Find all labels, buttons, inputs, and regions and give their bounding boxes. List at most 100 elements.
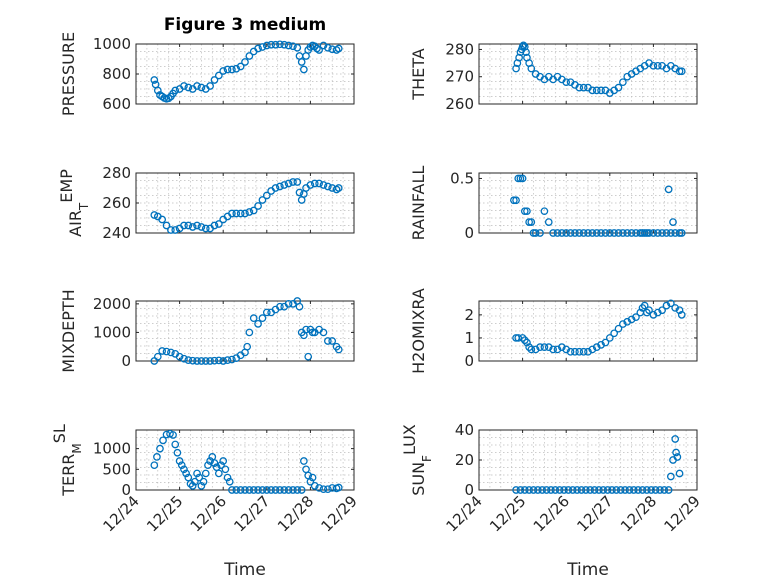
- data-point: [656, 486, 664, 494]
- data-point: [236, 62, 245, 71]
- data-point: [201, 224, 210, 233]
- data-point: [525, 486, 533, 494]
- data-point: [297, 58, 306, 66]
- figure-title: Figure 3 medium: [164, 15, 326, 35]
- data-point: [518, 174, 527, 183]
- data-point: [258, 196, 267, 204]
- data-point: [199, 477, 208, 486]
- subplot-theta: 260 270 280 THETA: [409, 40, 698, 113]
- data-point: [592, 343, 601, 352]
- data-point: [673, 453, 682, 461]
- data-point: [182, 469, 190, 478]
- data-point: [150, 76, 159, 84]
- data-point: [571, 347, 579, 356]
- data-point: [289, 178, 297, 186]
- data-point: [219, 357, 228, 365]
- data-point: [640, 229, 649, 237]
- data-point: [221, 465, 230, 474]
- data-point: [573, 486, 581, 494]
- data-point: [328, 337, 337, 345]
- data-point: [649, 310, 658, 319]
- scatter-series: [150, 429, 343, 494]
- data-point: [638, 304, 647, 312]
- data-point: [575, 347, 584, 356]
- data-point: [658, 229, 666, 237]
- data-point: [592, 86, 601, 95]
- y-tick-label: 1: [464, 329, 474, 347]
- data-point: [171, 440, 180, 449]
- data-point: [671, 304, 680, 312]
- data-point: [614, 83, 623, 92]
- scatter-series: [512, 435, 684, 494]
- data-point: [677, 67, 686, 76]
- data-point: [310, 482, 319, 490]
- data-point: [605, 334, 614, 342]
- data-point: [271, 40, 280, 49]
- data-point: [527, 218, 536, 226]
- data-point: [254, 486, 262, 494]
- scatter-series: [150, 178, 343, 234]
- y-tick-label: 1000: [93, 440, 131, 458]
- scatter-series: [150, 297, 343, 365]
- data-point: [334, 44, 343, 53]
- data-point: [173, 448, 182, 457]
- x-tick-label: 12/29: [318, 492, 361, 535]
- y-tick-label: 280: [445, 40, 474, 58]
- axes-frame: [478, 300, 698, 362]
- data-point: [529, 486, 538, 494]
- data-point: [627, 229, 636, 237]
- y-axis-label: AIRTEMP: [57, 169, 92, 237]
- y-tick-label: 2000: [93, 295, 131, 313]
- subplot-mixdepth: 0 1000 2000 MIXDEPTH: [59, 289, 355, 373]
- x-tick-label: 12/29: [661, 492, 704, 535]
- y-axis-label: MIXDEPTH: [59, 289, 78, 372]
- data-point: [647, 486, 656, 494]
- data-point: [228, 209, 236, 218]
- data-point: [315, 179, 323, 188]
- y-tick-label: 280: [102, 164, 131, 182]
- data-point: [564, 486, 573, 494]
- data-point: [295, 302, 304, 311]
- data-point: [610, 329, 619, 338]
- data-point: [553, 229, 562, 237]
- data-point: [536, 229, 544, 237]
- y-axis-label: SUNFLUX: [400, 424, 435, 496]
- data-point: [675, 469, 684, 478]
- data-point: [214, 220, 223, 228]
- data-point: [284, 300, 293, 308]
- subplot-h2omixra: 0 1 2 H2OMIXRA: [409, 288, 698, 374]
- data-point: [201, 469, 210, 478]
- data-point: [575, 83, 584, 92]
- y-tick-label: 0: [464, 224, 474, 242]
- data-point: [271, 184, 280, 192]
- y-tick-label: 0: [121, 352, 131, 370]
- data-point: [525, 343, 533, 352]
- data-point: [214, 469, 223, 478]
- data-point: [651, 486, 660, 494]
- data-point: [323, 182, 332, 191]
- data-point: [660, 486, 669, 494]
- data-point: [276, 182, 284, 191]
- data-point: [188, 482, 197, 490]
- data-point: [599, 486, 608, 494]
- x-tick-label: 12/26: [530, 492, 573, 535]
- data-point: [284, 486, 293, 494]
- data-point: [523, 207, 531, 216]
- data-point: [175, 457, 184, 465]
- data-point: [549, 229, 557, 237]
- data-point: [319, 41, 328, 50]
- data-point: [180, 82, 188, 90]
- data-point: [310, 179, 319, 188]
- data-point: [159, 436, 167, 445]
- data-point: [623, 229, 632, 237]
- data-point: [262, 41, 271, 50]
- data-point: [262, 308, 271, 317]
- data-point: [666, 299, 675, 308]
- data-point: [653, 308, 662, 317]
- data-point: [184, 221, 193, 230]
- y-tick-label: 1000: [93, 35, 131, 53]
- data-point: [518, 334, 527, 342]
- data-point: [547, 486, 555, 494]
- data-point: [675, 306, 684, 315]
